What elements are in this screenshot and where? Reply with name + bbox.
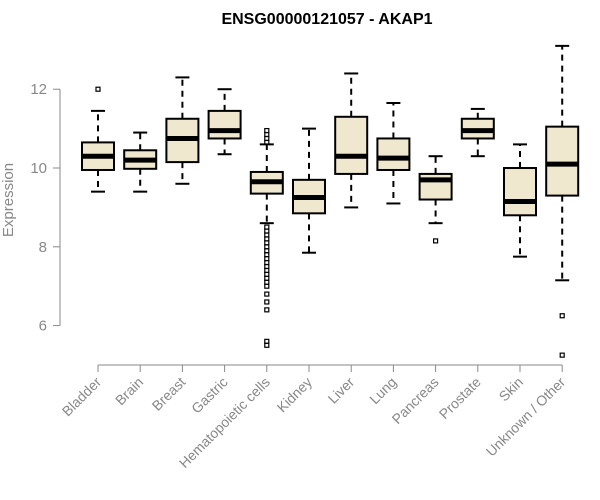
box-11 [504, 144, 536, 256]
outlier-point [560, 353, 564, 357]
x-tick-label: Kidney [274, 374, 316, 416]
iqr-box [335, 117, 367, 174]
outlier-point [560, 314, 564, 318]
x-tick-label: Prostate [436, 374, 484, 422]
box-9 [420, 156, 452, 243]
y-axis: 6 8 10 12 [30, 81, 60, 334]
x-tick-label: Skin [496, 374, 527, 405]
iqr-box [546, 127, 578, 196]
box-4 [209, 89, 241, 154]
outlier-point [265, 300, 269, 304]
x-tick-label: Lung [366, 374, 399, 407]
y-axis-label: Expression [0, 163, 17, 237]
outlier-point [434, 239, 438, 243]
box-5 [251, 129, 283, 348]
x-tick-label: Liver [325, 374, 358, 407]
y-tick-label: 12 [30, 81, 47, 98]
box-10 [462, 109, 494, 156]
x-tick-label: Brain [112, 374, 146, 408]
box-12 [546, 46, 578, 357]
x-tick-label: Bladder [59, 374, 105, 420]
outlier-point [265, 292, 269, 296]
box-2 [124, 133, 156, 192]
box-3 [166, 77, 198, 183]
box-7 [335, 73, 367, 207]
x-tick-label: Pancreas [389, 374, 442, 427]
x-tick-label: Breast [149, 374, 189, 414]
y-tick-label: 6 [39, 318, 47, 335]
y-tick-label: 10 [30, 160, 47, 177]
box-1 [82, 87, 114, 191]
iqr-box [209, 111, 241, 139]
chart-title: ENSG00000121057 - AKAP1 [221, 11, 432, 28]
y-tick-label: 8 [39, 239, 47, 256]
outlier-point [96, 87, 100, 91]
outlier-point [265, 308, 269, 312]
x-tick-label: Unknown / Other [483, 374, 569, 460]
iqr-box [504, 168, 536, 215]
boxes [82, 46, 578, 357]
iqr-box [377, 138, 409, 170]
box-6 [293, 129, 325, 253]
box-plot: ENSG00000121057 - AKAP1 Expression 6 8 10 1… [0, 0, 600, 500]
box-8 [377, 103, 409, 203]
